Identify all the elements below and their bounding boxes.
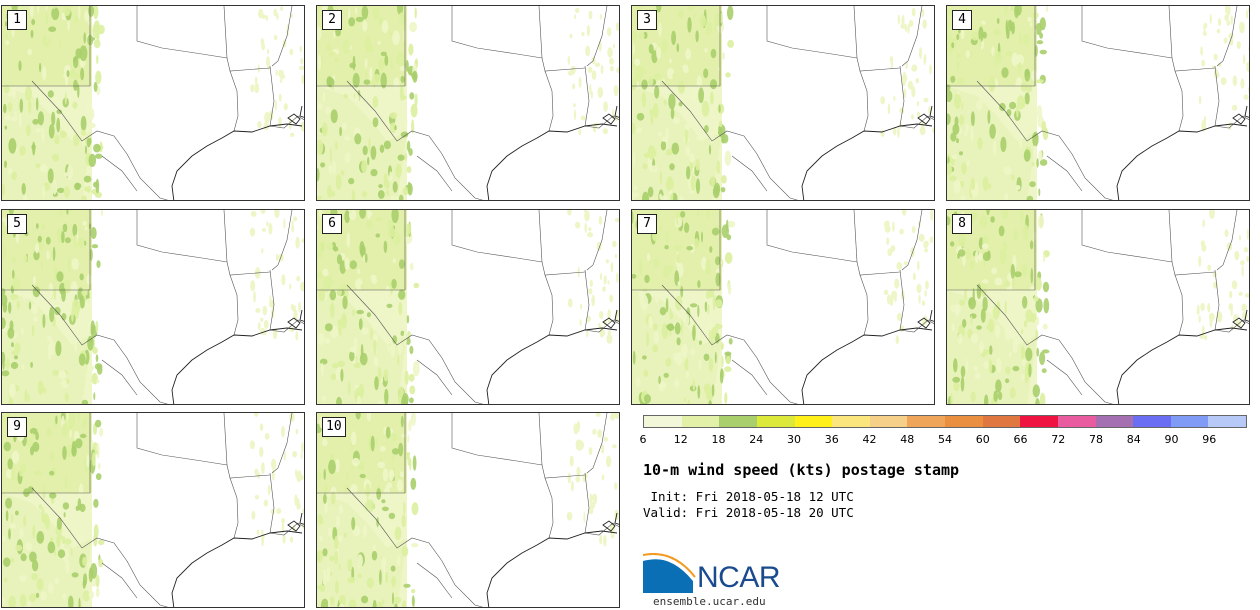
ensemble-member-panel: 5 xyxy=(1,209,305,405)
member-number-label: 2 xyxy=(322,10,342,30)
wind-speed-map xyxy=(2,210,304,404)
ensemble-member-panel: 9 xyxy=(1,412,305,608)
colorbar-segment xyxy=(644,416,682,427)
ncar-logo-icon xyxy=(643,553,696,593)
colorbar-tick-label: 6 xyxy=(639,433,647,446)
ensemble-member-panel: 4 xyxy=(946,5,1250,201)
colorbar-segment xyxy=(719,416,757,427)
ensemble-member-panel: 8 xyxy=(946,209,1250,405)
colorbar-tick-label: 18 xyxy=(711,433,726,446)
wind-speed-map xyxy=(2,413,304,607)
colorbar-tick-label: 54 xyxy=(938,433,952,446)
colorbar-segment xyxy=(1208,416,1246,427)
member-number-label: 7 xyxy=(637,214,657,234)
member-number-label: 3 xyxy=(637,10,657,30)
colorbar-tick-label: 12 xyxy=(673,433,688,446)
colorbar-segment xyxy=(982,416,1021,427)
colorbar-tick-label: 90 xyxy=(1164,433,1179,446)
colorbar-tick-label: 78 xyxy=(1089,433,1103,446)
colorbar-segment xyxy=(945,416,983,427)
colorbar-segment xyxy=(1133,416,1171,427)
colorbar-tick-label: 66 xyxy=(1013,433,1028,446)
colorbar-segment xyxy=(1057,416,1096,427)
valid-time: Valid: Fri 2018-05-18 20 UTC xyxy=(643,505,854,520)
wind-speed-map xyxy=(947,6,1249,200)
member-number-label: 4 xyxy=(952,10,972,30)
colorbar-tick-label: 96 xyxy=(1202,433,1217,446)
colorbar-tick-label: 36 xyxy=(824,433,839,446)
colorbar-segment xyxy=(1170,416,1209,427)
plot-title: 10-m wind speed (kts) postage stamp xyxy=(643,461,960,479)
ensemble-member-panel: 2 xyxy=(316,5,620,201)
ensemble-member-panel: 3 xyxy=(631,5,935,201)
colorbar-segment xyxy=(869,416,908,427)
colorbar-segment xyxy=(1095,416,1134,427)
member-number-label: 10 xyxy=(322,417,346,437)
colorbar-segment xyxy=(794,416,833,427)
wind-speed-map xyxy=(947,210,1249,404)
colorbar-segment xyxy=(1020,416,1058,427)
colorbar-segment xyxy=(681,416,720,427)
ncar-logo-text: NCAR xyxy=(697,561,781,594)
ensemble-url: ensemble.ucar.edu xyxy=(653,595,766,608)
wind-speed-map xyxy=(2,6,304,200)
colorbar-tick-label: 24 xyxy=(749,433,764,446)
colorbar-segment xyxy=(756,416,795,427)
member-number-label: 8 xyxy=(952,214,972,234)
ensemble-member-panel: 7 xyxy=(631,209,935,405)
ensemble-member-panel: 10 xyxy=(316,412,620,608)
init-time: Init: Fri 2018-05-18 12 UTC xyxy=(643,489,854,504)
colorbar-tick-labels: 6 12 18 24 30 36 42 48 54 60 66 72 78 84 90 96 xyxy=(639,433,1247,447)
ensemble-member-panel: 1 xyxy=(1,5,305,201)
wind-speed-map xyxy=(632,210,934,404)
member-number-label: 9 xyxy=(7,417,27,437)
colorbar-tick-label: 72 xyxy=(1051,433,1066,446)
wind-speed-map xyxy=(632,6,934,200)
colorbar-tick-label: 42 xyxy=(862,433,877,446)
wind-speed-map xyxy=(317,6,619,200)
colorbar-segment xyxy=(832,416,870,427)
colorbar-tick-label: 48 xyxy=(900,433,915,446)
member-number-label: 5 xyxy=(7,214,27,234)
wind-speed-map xyxy=(317,413,619,607)
colorbar-tick-label: 60 xyxy=(975,433,990,446)
colorbar-tick-label: 84 xyxy=(1126,433,1141,446)
wind-speed-map xyxy=(317,210,619,404)
colorbar-tick-label: 30 xyxy=(787,433,801,446)
member-number-label: 6 xyxy=(322,214,342,234)
ensemble-member-panel: 6 xyxy=(316,209,620,405)
wind-speed-colorbar xyxy=(643,415,1247,428)
member-number-label: 1 xyxy=(7,10,27,30)
colorbar-segment xyxy=(907,416,945,427)
